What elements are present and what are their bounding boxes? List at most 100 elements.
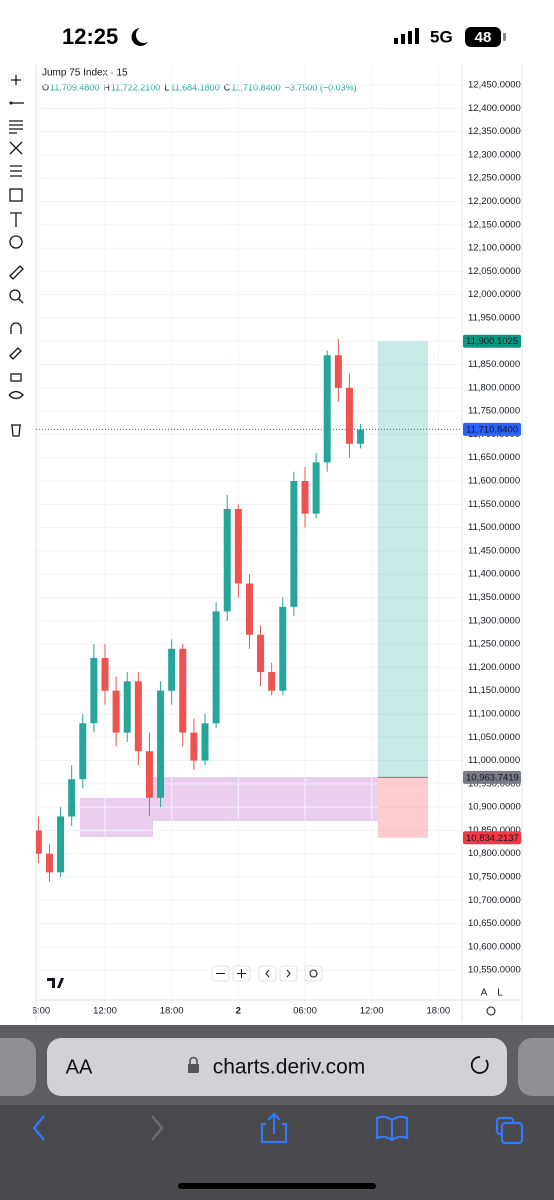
- settings-icon[interactable]: [486, 1006, 496, 1016]
- y-tick-label: 11,600.0000: [468, 476, 520, 487]
- price-tag: [463, 831, 521, 845]
- scale-button[interactable]: A: [481, 988, 488, 999]
- clock: 12:25: [62, 24, 118, 49]
- y-tick-label: 11,100.0000: [468, 708, 520, 719]
- candle-body: [90, 658, 98, 724]
- candle-body: [312, 462, 320, 514]
- scale-button[interactable]: L: [497, 988, 503, 999]
- time-axis: 06:00 12:00 18:00 2 06:00 12:00 18:00: [26, 1006, 450, 1017]
- y-tick-label: 11,450.0000: [468, 545, 520, 556]
- legend-value: 11,710.8400: [231, 82, 280, 92]
- y-tick-label: 10,650.0000: [468, 918, 521, 929]
- price-tag-label: 10,963.7419: [466, 772, 519, 783]
- candle-body: [345, 387, 353, 444]
- moon-icon: [131, 28, 148, 46]
- candle-body: [57, 816, 65, 873]
- candle-body: [101, 658, 109, 691]
- y-tick-label: 10,850.0000: [468, 825, 521, 836]
- y-tick-label: 11,950.0000: [468, 312, 520, 323]
- take-profit-zone: [378, 341, 428, 778]
- candle-body: [268, 672, 276, 691]
- candle-body: [234, 508, 242, 584]
- y-tick-label: 10,800.0000: [468, 848, 521, 859]
- x-tick-label: 06:00: [293, 1006, 317, 1017]
- candle-body: [190, 732, 198, 761]
- candle-body: [201, 723, 209, 761]
- zone-left: [80, 798, 153, 837]
- plot: [36, 65, 462, 1000]
- candle-body: [157, 690, 165, 798]
- candle-body: [212, 611, 220, 724]
- legend-value: 11,722.2100: [111, 82, 160, 92]
- legend-key: O: [42, 82, 49, 92]
- y-tick-label: 10,600.0000: [468, 941, 521, 952]
- legend-key: H: [103, 82, 110, 92]
- tradingview-logo: [47, 978, 64, 988]
- y-tick-label: 11,500.0000: [468, 522, 520, 533]
- y-tick-label: 10,900.0000: [468, 802, 521, 813]
- x-tick-label: 18:00: [160, 1006, 184, 1017]
- legend-value: 11,709.4800: [50, 82, 99, 92]
- y-tick-label: 11,050.0000: [468, 732, 520, 743]
- url[interactable]: charts.deriv.com: [213, 1056, 366, 1079]
- y-tick-label: 11,400.0000: [468, 569, 520, 580]
- home-indicator: [178, 1183, 376, 1189]
- candle-body: [45, 853, 53, 873]
- candle-body: [334, 355, 342, 388]
- y-tick-label: 10,550.0000: [468, 965, 521, 976]
- x-tick-label: 2: [236, 1006, 241, 1017]
- candle-body: [357, 429, 365, 444]
- y-tick-label: 11,000.0000: [468, 755, 520, 766]
- candle-body: [36, 830, 42, 854]
- x-tick-label: 18:00: [426, 1006, 450, 1017]
- prev-tab[interactable]: [0, 1038, 36, 1096]
- y-tick-label: 12,250.0000: [468, 173, 521, 184]
- chart-controls[interactable]: [211, 965, 323, 982]
- y-tick-label: 11,350.0000: [468, 592, 520, 603]
- y-tick-label: 11,250.0000: [468, 639, 520, 650]
- y-tick-label: 12,450.0000: [468, 80, 521, 91]
- candle-body: [168, 648, 176, 691]
- candle-body: [68, 779, 76, 817]
- legend-value: 11,684.1800: [170, 82, 219, 92]
- battery-level: 48: [475, 29, 492, 46]
- candle-body: [301, 481, 309, 514]
- y-tick-label: 12,300.0000: [468, 149, 521, 160]
- price-tag-label: 11,710.8400: [466, 424, 518, 435]
- y-tick-label: 11,300.0000: [468, 615, 520, 626]
- y-tick-label: 12,000.0000: [468, 289, 521, 300]
- candle-body: [112, 690, 120, 733]
- nav-toolbar[interactable]: [32, 1112, 524, 1145]
- price-tag-label: 10,834.2137: [466, 833, 519, 844]
- symbol-title: Jump 75 Index · 15: [42, 68, 128, 79]
- y-tick-label: 12,350.0000: [468, 126, 521, 137]
- candle-body: [134, 681, 142, 752]
- x-tick-label: 12:00: [360, 1006, 384, 1017]
- candle-body: [145, 751, 153, 798]
- legend-change: −3.7500 (−0.03%): [285, 82, 357, 92]
- candle-body: [179, 648, 187, 733]
- y-tick-label: 11,550.0000: [468, 499, 520, 510]
- y-tick-label: 12,050.0000: [468, 266, 521, 277]
- address-bar[interactable]: [47, 1038, 507, 1096]
- y-tick-label: 11,850.0000: [468, 359, 520, 370]
- x-tick-label: 06:00: [26, 1006, 50, 1017]
- legend-key: L: [164, 82, 169, 92]
- x-tick-label: 12:00: [93, 1006, 117, 1017]
- legend-key: C: [224, 82, 231, 92]
- y-tick-label: 12,150.0000: [468, 219, 521, 230]
- y-tick-label: 11,200.0000: [468, 662, 520, 673]
- text-size-button[interactable]: AA: [66, 1056, 93, 1078]
- y-tick-label: 12,200.0000: [468, 196, 521, 207]
- price-tag: [463, 334, 521, 348]
- candle-body: [123, 681, 131, 733]
- lock-icon: [188, 1056, 199, 1073]
- y-tick-label: 10,750.0000: [468, 872, 521, 883]
- drawing-toolbar[interactable]: [8, 75, 24, 437]
- reload-icon[interactable]: [470, 1056, 489, 1074]
- next-tab[interactable]: [518, 1038, 554, 1096]
- signal-icon: [394, 28, 419, 44]
- price-tag-label: 11,900.1025: [466, 336, 518, 347]
- price-tag: [463, 770, 521, 784]
